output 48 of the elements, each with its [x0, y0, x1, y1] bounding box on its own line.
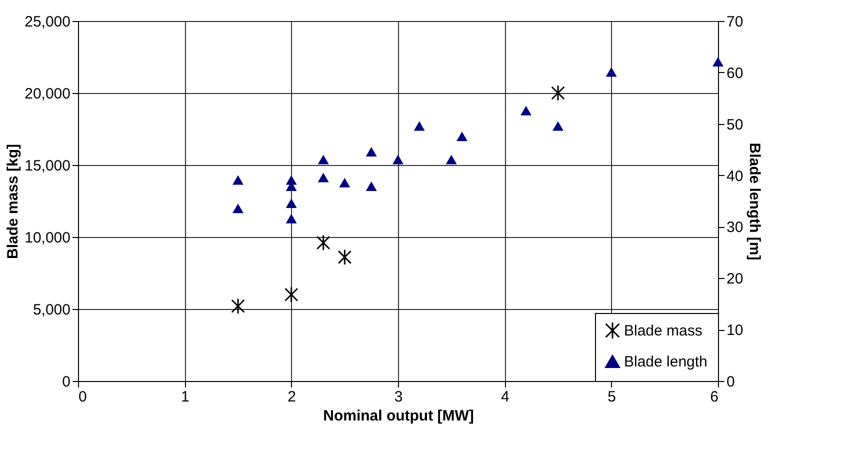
y2-tick-label: 50 — [726, 116, 744, 134]
y-tick-label: 10,000 — [24, 230, 70, 246]
point — [316, 234, 330, 251]
legend-label: Blade mass — [624, 322, 702, 340]
y-tick-label: 25,000 — [24, 14, 70, 30]
point — [231, 298, 245, 314]
point — [446, 155, 456, 164]
point — [286, 214, 296, 224]
x-tick-label: 6 — [710, 388, 718, 406]
point — [318, 173, 328, 182]
y-tick-label: 20,000 — [24, 86, 70, 102]
point — [457, 132, 467, 142]
y-tick-label: 5,000 — [32, 302, 70, 318]
y-axis-title: Blade mass [kg] — [4, 144, 22, 260]
point — [284, 286, 298, 303]
y-tick-label: 0 — [62, 374, 70, 390]
y2-tick-label: 20 — [726, 270, 744, 288]
x-tick-label: 3 — [394, 388, 403, 406]
x-tick-label: 2 — [288, 388, 296, 406]
x-tick-label: 4 — [500, 388, 510, 406]
point — [521, 106, 531, 116]
y2-axis-title: Blade length [m] — [746, 142, 764, 260]
y2-tick-label: 10 — [726, 322, 744, 340]
y2-tick-label: 60 — [726, 64, 744, 82]
y2-tick-label: 70 — [726, 14, 744, 30]
point — [393, 155, 403, 164]
y-tick-label: 15,000 — [24, 158, 70, 174]
point — [366, 148, 376, 157]
point — [713, 58, 723, 67]
point — [414, 122, 424, 131]
x-tick-label: 0 — [78, 388, 87, 406]
x-axis-title: Nominal output [MW] — [323, 408, 474, 424]
point — [551, 84, 565, 102]
point — [318, 155, 328, 164]
point — [338, 249, 352, 266]
point — [366, 182, 376, 191]
point — [286, 199, 296, 208]
point — [233, 176, 243, 185]
x-tick-label: 1 — [180, 388, 190, 406]
point — [606, 68, 616, 77]
legend-label: Blade length — [624, 354, 708, 370]
y2-tick-label: 0 — [726, 374, 735, 390]
y2-tick-label: 40 — [726, 168, 744, 185]
point — [233, 204, 243, 214]
point — [340, 178, 350, 188]
y2-tick-label: 30 — [726, 219, 744, 236]
point — [553, 122, 563, 131]
x-tick-label: 5 — [608, 388, 616, 406]
